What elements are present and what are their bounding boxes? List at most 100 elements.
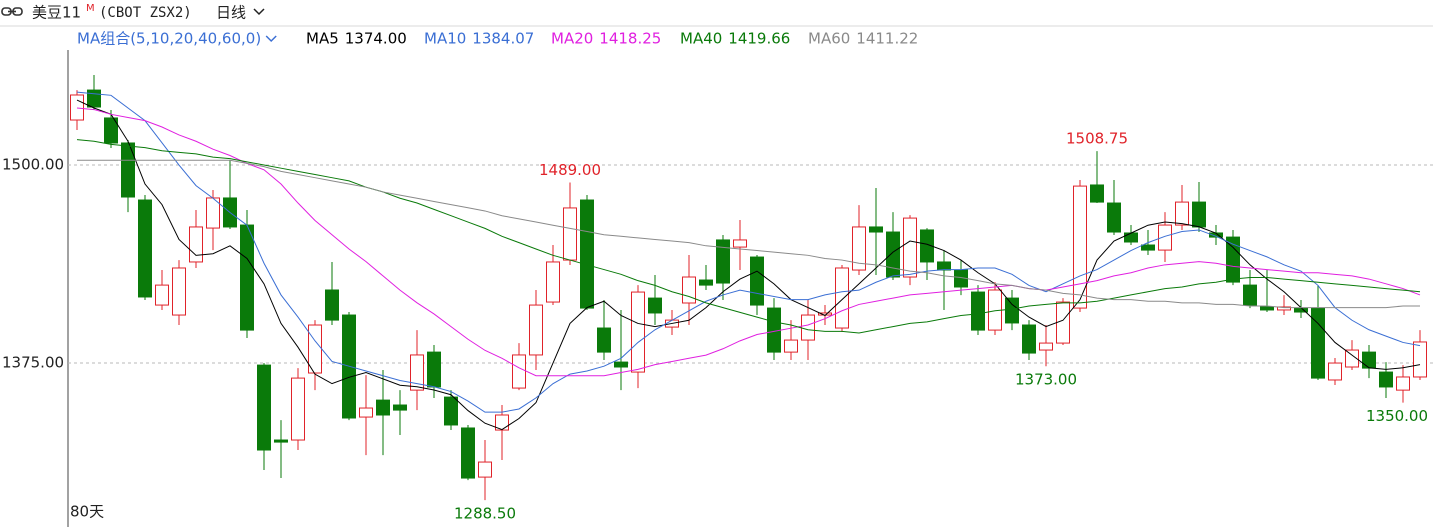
candle-body [869,226,883,233]
y-tick-label: 1375.00 [2,354,64,372]
legend-name: MA60 [808,30,850,48]
candle-body [1328,362,1342,381]
candle-body [563,207,577,261]
candle-body [733,239,747,248]
candle-body [1277,306,1291,311]
candle-body [614,361,628,368]
candle-body [393,404,407,411]
candle-body [903,217,917,278]
legend-name: MA5 [306,30,339,48]
candle-body [121,142,135,198]
candle-body [580,199,594,309]
candle-body [291,377,305,441]
ma-line [77,159,1420,309]
candle-body [376,399,390,416]
extreme-label: 1508.75 [1066,130,1128,148]
candle-body [1141,244,1155,251]
candle-body [546,261,560,303]
candle-body [784,339,798,353]
candle-body [597,327,611,353]
legend-value: 1411.22 [856,30,918,48]
candle-body [410,354,424,391]
candle-body [444,396,458,426]
legend-value: 1384.07 [472,30,534,48]
candle-body [359,407,373,418]
candle-body [631,291,645,373]
candle-body [1124,232,1138,243]
candle-body [1158,224,1172,251]
legend-value: 1419.66 [728,30,790,48]
candle-body [1056,301,1070,344]
candle-body [1413,341,1427,378]
legend-value: 1374.00 [345,30,407,48]
period-count: 80天 [70,503,104,521]
legend-name: MA20 [551,30,593,48]
period-selector[interactable]: 日线 [216,4,246,22]
candle-body [189,226,203,263]
candle-body [461,427,475,479]
candle-body [1260,306,1274,311]
candle-body [87,89,101,108]
candle-body [1107,202,1121,233]
y-tick-label: 1500.00 [2,156,64,174]
ma-line [76,107,1421,377]
ma-line [76,139,1421,334]
candle-body [529,304,543,356]
candle-body [274,439,288,443]
candle-body [1379,371,1393,388]
candle-body [699,279,713,286]
candle-body [325,289,339,321]
candle-body [478,461,492,478]
legend-name: MA40 [680,30,722,48]
legend-value: 1418.25 [599,30,661,48]
extreme-label: 1489.00 [539,161,601,179]
candle-body [1396,376,1410,391]
candle-body [427,351,441,388]
candle-body [1345,349,1359,368]
ma-line [76,99,1421,431]
candle-body [1243,284,1257,306]
candle-body [886,231,900,278]
symbol-superscript: M [86,3,95,14]
candle-body [1362,351,1376,369]
candle-body [512,354,526,389]
candle-body [920,229,934,263]
candle-body [172,267,186,316]
candle-body [716,239,730,284]
candle-body [308,324,322,374]
ma-line [76,91,1421,413]
candle-body [240,224,254,331]
legend-name: MA10 [424,30,466,48]
extreme-label: 1288.50 [454,505,516,523]
ma-group-dropdown-arrow [265,35,277,43]
candle-body [750,256,764,306]
candle-body [1022,324,1036,354]
candle-body [801,314,815,341]
candle-body [971,291,985,331]
candle-body [257,364,271,451]
candle-body [1090,184,1104,203]
contract-code: (CBOT ZSX2) [99,5,192,21]
candle-body [104,117,118,144]
candle-body [852,226,866,271]
candle-body [70,94,84,121]
candle-body [1039,342,1053,351]
ma-group-label[interactable]: MA组合(5,10,20,40,60,0) [77,30,261,48]
candle-body [835,267,849,329]
candle-body [937,261,951,271]
candle-body [1175,201,1189,226]
extreme-label: 1373.00 [1015,371,1077,389]
link-icon [1,7,23,16]
period-dropdown-arrow[interactable] [253,8,265,16]
symbol: 美豆11 [32,4,81,22]
candle-body [1192,201,1206,228]
candle-body [155,284,169,306]
extreme-label: 1350.00 [1366,407,1428,425]
candle-body [682,276,696,304]
candle-body [1226,236,1240,283]
candle-body [648,297,662,314]
candle-body [1005,297,1019,324]
candle-body [138,199,152,298]
